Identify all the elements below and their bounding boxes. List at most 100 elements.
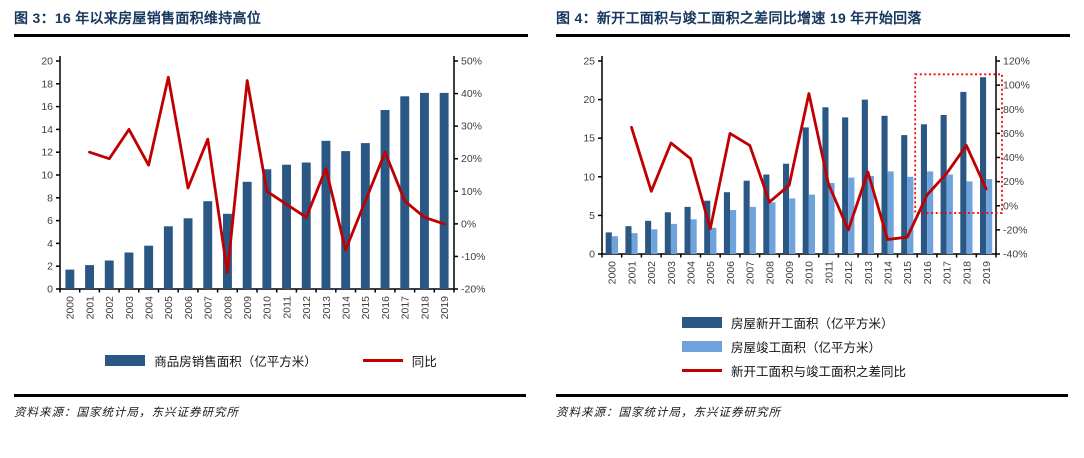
svg-text:2009: 2009 <box>784 261 796 285</box>
svg-text:50%: 50% <box>461 56 482 68</box>
svg-text:6: 6 <box>47 215 53 227</box>
svg-text:10: 10 <box>583 171 595 183</box>
figure-4-footer: 资料来源：国家统计局，东兴证券研究所 <box>556 394 1068 420</box>
svg-text:2002: 2002 <box>104 296 116 320</box>
figure-3-title: 图 3：16 年以来房屋销售面积维持高位 <box>14 10 262 26</box>
figure-4-panel: 图 4：新开工面积与竣工面积之差同比增速 19 年开始回落 0 5 10 15 20 25… <box>542 0 1084 458</box>
svg-text:2019: 2019 <box>439 296 451 320</box>
svg-text:0%: 0% <box>461 218 476 230</box>
bar-swatch-icon <box>682 317 722 328</box>
svg-text:-10%: -10% <box>461 251 486 263</box>
svg-text:2000: 2000 <box>607 261 619 285</box>
svg-text:2014: 2014 <box>340 296 352 320</box>
svg-text:18: 18 <box>41 78 53 90</box>
svg-text:0: 0 <box>47 284 53 296</box>
svg-text:2006: 2006 <box>725 261 737 285</box>
svg-text:15: 15 <box>583 133 595 145</box>
svg-text:2001: 2001 <box>626 261 638 285</box>
svg-text:2016: 2016 <box>922 261 934 285</box>
svg-text:2011: 2011 <box>823 261 835 284</box>
svg-text:16: 16 <box>41 101 53 113</box>
svg-text:20%: 20% <box>461 153 482 165</box>
svg-text:2019: 2019 <box>981 261 993 285</box>
svg-text:14: 14 <box>41 124 53 136</box>
svg-text:2011: 2011 <box>281 296 293 319</box>
svg-text:100%: 100% <box>1003 80 1030 92</box>
legend-item-sales-area: 商品房销售面积（亿平方米） <box>105 350 317 371</box>
svg-text:2017: 2017 <box>400 296 412 320</box>
figure-4-chart: 0 5 10 15 20 25 -40% -20% 0% 20% 40% 60% 80% 100% 120%… <box>550 44 1070 317</box>
svg-text:20: 20 <box>41 56 53 68</box>
legend-label: 同比 <box>411 355 437 369</box>
source-rule <box>14 394 526 397</box>
svg-text:10: 10 <box>41 170 53 182</box>
figure-3-title-rule <box>14 34 528 37</box>
svg-text:2000: 2000 <box>65 296 77 320</box>
svg-text:5: 5 <box>589 210 595 222</box>
figure-3-panel: 图 3：16 年以来房屋销售面积维持高位 0 2 4 6 8 10 12 14 16 18 20 -2… <box>0 10 542 419</box>
svg-text:-20%: -20% <box>461 284 486 296</box>
legend-label: 房屋竣工面积（亿平方米） <box>731 341 882 355</box>
svg-text:40%: 40% <box>1003 152 1024 164</box>
svg-text:2008: 2008 <box>764 261 776 285</box>
svg-text:2017: 2017 <box>942 261 954 285</box>
figure-4-title: 图 4：新开工面积与竣工面积之差同比增速 19 年开始回落 <box>556 10 922 26</box>
svg-text:2018: 2018 <box>419 296 431 320</box>
svg-text:2015: 2015 <box>902 261 914 285</box>
figure-4-legend: 房屋新开工面积（亿平方米） 房屋竣工面积（亿平方米） 新开工面积与竣工面积之差同… <box>682 312 906 381</box>
legend-label: 房屋新开工面积（亿平方米） <box>731 317 894 331</box>
svg-text:80%: 80% <box>1003 104 1024 116</box>
svg-text:120%: 120% <box>1003 56 1030 68</box>
svg-text:2010: 2010 <box>262 296 274 320</box>
svg-text:-40%: -40% <box>1003 249 1028 261</box>
legend-item-completions: 房屋竣工面积（亿平方米） <box>682 336 906 357</box>
source-text: 资料来源：国家统计局，东兴证券研究所 <box>556 406 781 419</box>
svg-text:2007: 2007 <box>745 261 757 285</box>
line-swatch-icon <box>362 359 403 362</box>
source-text: 资料来源：国家统计局，东兴证券研究所 <box>14 406 239 419</box>
svg-text:2005: 2005 <box>163 296 175 320</box>
legend-label: 新开工面积与竣工面积之差同比 <box>731 365 907 379</box>
svg-text:2002: 2002 <box>646 261 658 285</box>
figure-4-title-rule <box>556 34 1070 37</box>
svg-text:2003: 2003 <box>666 261 678 285</box>
svg-text:2007: 2007 <box>203 296 215 320</box>
svg-text:60%: 60% <box>1003 128 1024 140</box>
legend-label: 商品房销售面积（亿平方米） <box>154 355 317 369</box>
line-swatch-icon <box>682 369 722 372</box>
svg-text:-20%: -20% <box>1003 224 1028 236</box>
svg-text:2: 2 <box>47 261 53 273</box>
svg-text:30%: 30% <box>461 121 482 133</box>
svg-text:2016: 2016 <box>380 296 392 320</box>
svg-text:20: 20 <box>583 94 595 106</box>
legend-item-gap-yoy: 新开工面积与竣工面积之差同比 <box>682 360 906 381</box>
figure-4-chart-svg: 0 5 10 15 20 25 -40% -20% 0% 20% 40% 60% 80% 100% 120%… <box>583 56 1030 285</box>
svg-text:2012: 2012 <box>843 261 855 285</box>
svg-text:2005: 2005 <box>705 261 717 285</box>
svg-text:10%: 10% <box>461 186 482 198</box>
svg-text:2001: 2001 <box>84 296 96 320</box>
svg-text:2008: 2008 <box>222 296 234 320</box>
source-rule <box>556 394 1068 397</box>
svg-text:2004: 2004 <box>143 296 155 320</box>
svg-text:2010: 2010 <box>804 261 816 285</box>
bar-swatch-icon <box>682 341 722 352</box>
svg-text:12: 12 <box>41 147 53 159</box>
svg-text:2018: 2018 <box>961 261 973 285</box>
svg-text:0%: 0% <box>1003 200 1018 212</box>
svg-text:25: 25 <box>583 56 595 68</box>
svg-text:2003: 2003 <box>124 296 136 320</box>
svg-text:2013: 2013 <box>321 296 333 320</box>
svg-text:2006: 2006 <box>183 296 195 320</box>
svg-text:2009: 2009 <box>242 296 254 320</box>
legend-item-yoy: 同比 <box>362 350 437 371</box>
figure-3-legend: 商品房销售面积（亿平方米） 同比 <box>0 350 542 371</box>
svg-text:2004: 2004 <box>685 261 697 285</box>
svg-text:40%: 40% <box>461 88 482 100</box>
svg-text:4: 4 <box>47 238 53 250</box>
svg-text:20%: 20% <box>1003 176 1024 188</box>
svg-text:2013: 2013 <box>863 261 875 285</box>
figure-3-chart-svg: 0 2 4 6 8 10 12 14 16 18 20 -20% -10% 0% 10% 20% 30% 40% 5… <box>41 56 486 320</box>
svg-text:2012: 2012 <box>301 296 313 320</box>
